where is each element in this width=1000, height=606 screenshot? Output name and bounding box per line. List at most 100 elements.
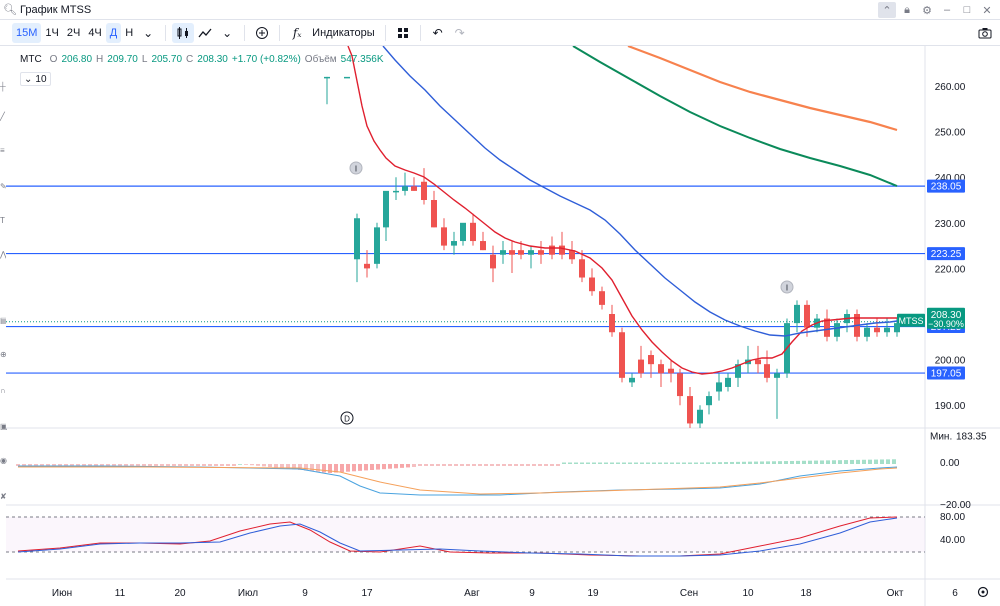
- candle-body: [569, 250, 575, 260]
- macd-histogram-bar: [166, 464, 170, 466]
- layouts-grid-icon[interactable]: [392, 23, 414, 43]
- minimize-icon[interactable]: –: [943, 4, 951, 16]
- ema-green-line: [572, 46, 898, 187]
- brush-icon[interactable]: ✎: [0, 182, 7, 191]
- macd-histogram-bar: [724, 462, 728, 464]
- macd-histogram-bar: [640, 462, 644, 464]
- macd-histogram-bar: [862, 459, 866, 464]
- add-compare-icon[interactable]: [251, 23, 273, 43]
- macd-histogram-bar: [436, 464, 440, 466]
- candle-body: [431, 200, 437, 228]
- chevron-down-icon[interactable]: ⌄: [143, 25, 154, 40]
- macd-histogram-bar: [280, 464, 284, 469]
- chevron-down-icon[interactable]: ⌄: [222, 25, 233, 40]
- lock-icon[interactable]: 🔒︎: [904, 3, 910, 16]
- macd-histogram-bar: [352, 464, 356, 472]
- macd-histogram-bar: [22, 464, 26, 466]
- macd-histogram-bar: [646, 462, 650, 464]
- macd-histogram-bar: [784, 461, 788, 464]
- candle-body: [794, 304, 800, 324]
- macd-histogram-bar: [628, 462, 632, 464]
- macd-histogram-bar: [58, 464, 62, 466]
- symbol-name[interactable]: МТС: [20, 54, 42, 65]
- macd-histogram-bar: [346, 464, 350, 472]
- indicators-collapse-toggle[interactable]: ⌄ 10: [20, 72, 51, 86]
- interval-day-button[interactable]: Д: [105, 22, 122, 43]
- macd-histogram-bar: [136, 464, 140, 466]
- interval-2h-button[interactable]: 2Ч: [66, 26, 81, 39]
- macd-histogram-bar: [778, 461, 782, 464]
- macd-histogram-bar: [676, 462, 680, 464]
- text-icon[interactable]: T: [0, 216, 5, 225]
- chevron-up-icon[interactable]: ⌃: [878, 2, 896, 18]
- undo-icon[interactable]: ↶: [432, 25, 443, 40]
- indicators-icon[interactable]: fₓ: [292, 25, 302, 40]
- interval-1h-button[interactable]: 1Ч: [45, 26, 59, 39]
- candle-body: [735, 364, 741, 378]
- macd-histogram-bar: [730, 461, 734, 464]
- chart-toolbar: 15М 1Ч 2Ч 4Ч Д Н ⌄ ⌄ fₓ Индикаторы ↶ ↷: [0, 20, 1000, 46]
- interval-week-button[interactable]: Н: [125, 26, 134, 39]
- time-axis-label: Сен: [680, 588, 698, 599]
- macd-histogram-bar: [718, 462, 722, 464]
- redo-icon[interactable]: ↷: [454, 25, 465, 40]
- fib-icon[interactable]: ≡: [0, 146, 5, 155]
- candles-icon[interactable]: [172, 22, 195, 43]
- eye-icon[interactable]: ◉: [0, 456, 7, 465]
- macd-histogram-bar: [808, 460, 812, 464]
- price-chart[interactable]: 260.00250.00240.00230.00220.00210.00200.…: [0, 46, 1000, 606]
- current-price-tag: [927, 307, 965, 329]
- macd-histogram-bar: [244, 464, 248, 465]
- candle-body: [764, 364, 770, 378]
- interval-15m-button[interactable]: 15М: [12, 22, 42, 43]
- macd-histogram-bar: [382, 464, 386, 470]
- rsi-slow-line: [17, 517, 898, 557]
- candle-body: [706, 396, 712, 406]
- macd-histogram-bar: [322, 464, 326, 473]
- axis-settings-icon[interactable]: [977, 586, 989, 598]
- close-icon[interactable]: ✕: [982, 4, 992, 17]
- time-axis-label: Июл: [238, 588, 258, 599]
- macd-histogram-bar: [298, 464, 302, 470]
- trend-line-icon[interactable]: ╱: [0, 112, 5, 121]
- maximize-icon[interactable]: □: [963, 4, 971, 16]
- lock-drawings-icon[interactable]: ▣: [0, 422, 8, 431]
- zoom-icon[interactable]: ⊕: [0, 350, 7, 359]
- candle-body: [834, 323, 840, 337]
- magnet-icon[interactable]: ∩: [0, 386, 6, 395]
- price-tick-label: 250.00: [935, 128, 966, 139]
- camera-icon[interactable]: [974, 23, 996, 43]
- macd-histogram-bar: [460, 464, 464, 466]
- crosshair-icon[interactable]: ┼: [0, 82, 6, 91]
- macd-histogram-bar: [214, 464, 218, 466]
- toolbar-divider: [419, 24, 421, 41]
- candle-body: [687, 396, 693, 424]
- macd-histogram-bar: [124, 464, 128, 466]
- macd-histogram-bar: [46, 464, 50, 466]
- search-icon[interactable]: 🔍︎: [3, 4, 17, 16]
- indicators-button[interactable]: Индикаторы: [312, 26, 375, 39]
- gear-icon[interactable]: ⚙: [922, 4, 932, 17]
- macd-histogram-bar: [454, 464, 458, 466]
- macd-histogram-bar: [802, 460, 806, 464]
- open-value: 206.80: [61, 54, 93, 65]
- macd-histogram-bar: [274, 464, 278, 468]
- candle-body: [638, 359, 644, 374]
- candle-body: [559, 245, 565, 255]
- macd-histogram-bar: [514, 464, 518, 466]
- macd-histogram-bar: [856, 459, 860, 464]
- pattern-icon[interactable]: ⋀: [0, 250, 7, 259]
- candle-body: [658, 364, 664, 374]
- macd-histogram-bar: [562, 462, 566, 464]
- macd-histogram-bar: [490, 464, 494, 466]
- line-chart-icon[interactable]: [194, 23, 216, 43]
- macd-histogram-bar: [556, 464, 560, 466]
- interval-4h-button[interactable]: 4Ч: [88, 26, 102, 39]
- macd-histogram-bar: [220, 464, 224, 466]
- macd-histogram-bar: [340, 464, 344, 473]
- trash-icon[interactable]: ✘: [0, 492, 7, 501]
- macd-histogram-bar: [370, 464, 374, 470]
- ruler-icon[interactable]: ▤: [0, 316, 8, 325]
- event-marker: [780, 280, 794, 294]
- rsi-fast-line: [17, 516, 898, 557]
